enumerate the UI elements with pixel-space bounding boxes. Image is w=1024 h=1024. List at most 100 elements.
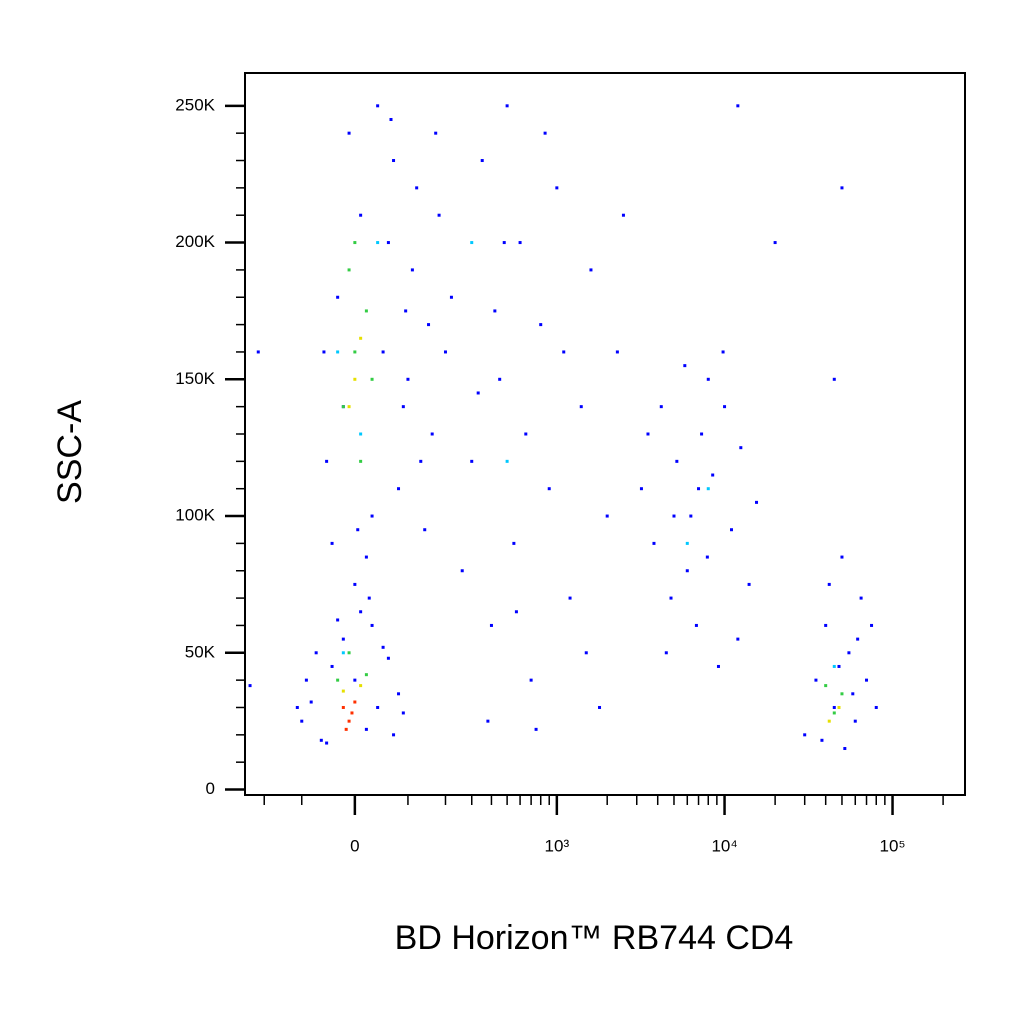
- x-tick-label: 0: [350, 836, 359, 855]
- point: [386, 241, 390, 245]
- point: [723, 405, 727, 409]
- point: [359, 336, 363, 340]
- point: [832, 705, 836, 709]
- point: [824, 623, 828, 627]
- point: [683, 364, 687, 368]
- point: [711, 473, 715, 477]
- point: [832, 664, 836, 668]
- point: [300, 719, 304, 723]
- point: [675, 459, 679, 463]
- point: [518, 241, 522, 245]
- point: [336, 350, 340, 354]
- point: [356, 528, 360, 532]
- point: [547, 487, 551, 491]
- point: [470, 459, 474, 463]
- point: [865, 678, 869, 682]
- point: [747, 582, 751, 586]
- point: [341, 405, 345, 409]
- point: [721, 350, 725, 354]
- point: [837, 664, 841, 668]
- point: [347, 131, 351, 135]
- point: [773, 241, 777, 245]
- x-tick-label: 10³: [545, 836, 570, 855]
- point: [689, 514, 693, 518]
- point: [827, 719, 831, 723]
- point: [579, 405, 583, 409]
- point: [427, 323, 431, 327]
- point: [344, 727, 348, 731]
- point: [568, 596, 572, 600]
- point: [364, 555, 368, 559]
- point: [598, 705, 602, 709]
- point: [615, 350, 619, 354]
- point: [730, 528, 734, 532]
- point: [325, 741, 329, 745]
- point: [336, 678, 340, 682]
- point: [832, 711, 836, 715]
- point: [401, 711, 405, 715]
- point: [401, 405, 405, 409]
- point: [493, 309, 497, 313]
- point: [555, 186, 559, 190]
- x-tick-label: 10⁴: [711, 836, 737, 855]
- point: [659, 405, 663, 409]
- point: [706, 487, 710, 491]
- point: [716, 664, 720, 668]
- point: [359, 432, 363, 436]
- point: [739, 446, 743, 450]
- point: [350, 711, 354, 715]
- point: [347, 405, 351, 409]
- point: [392, 159, 396, 163]
- point: [512, 541, 516, 545]
- point: [824, 684, 828, 688]
- point: [376, 705, 380, 709]
- point: [621, 213, 625, 217]
- point: [529, 678, 533, 682]
- y-tick-label: 150K: [175, 369, 215, 388]
- point: [370, 514, 374, 518]
- point: [341, 651, 345, 655]
- point: [434, 131, 438, 135]
- point: [486, 719, 490, 723]
- point: [381, 645, 385, 649]
- point: [364, 673, 368, 677]
- point: [359, 684, 363, 688]
- point: [755, 500, 759, 504]
- point: [534, 727, 538, 731]
- point: [639, 487, 643, 491]
- point: [489, 623, 493, 627]
- point: [341, 705, 345, 709]
- point: [814, 678, 818, 682]
- point: [543, 131, 547, 135]
- point: [376, 241, 380, 245]
- point: [319, 738, 323, 742]
- y-tick-label: 50K: [185, 642, 216, 661]
- point: [697, 487, 701, 491]
- point: [347, 268, 351, 272]
- point: [364, 309, 368, 313]
- point: [856, 637, 860, 641]
- x-tick-label: 10⁵: [880, 836, 906, 855]
- point: [419, 459, 423, 463]
- point: [524, 432, 528, 436]
- point: [322, 350, 326, 354]
- point: [652, 541, 656, 545]
- point: [853, 719, 857, 723]
- point: [353, 582, 357, 586]
- point: [341, 637, 345, 641]
- point: [584, 651, 588, 655]
- point: [336, 618, 340, 622]
- point: [672, 514, 676, 518]
- point: [480, 159, 484, 163]
- point: [736, 637, 740, 641]
- point: [539, 323, 543, 327]
- point: [353, 700, 357, 704]
- point: [502, 241, 506, 245]
- point: [353, 350, 357, 354]
- point: [397, 487, 401, 491]
- point: [336, 295, 340, 299]
- point: [605, 514, 609, 518]
- point: [256, 350, 260, 354]
- point: [706, 377, 710, 381]
